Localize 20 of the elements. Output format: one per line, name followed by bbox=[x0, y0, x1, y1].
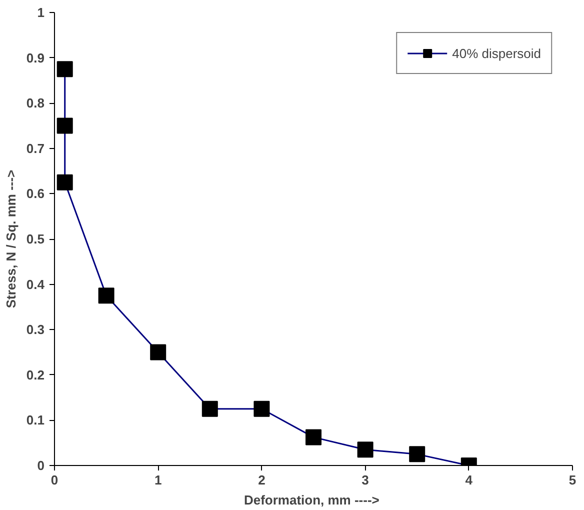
y-tick-label: 0.3 bbox=[26, 322, 45, 338]
y-tick-label: 0.6 bbox=[26, 186, 45, 202]
legend-label: 40% dispersoid bbox=[452, 46, 541, 60]
y-tick-label: 0.4 bbox=[26, 276, 46, 292]
x-axis-title: Deformation, mm ----> bbox=[244, 492, 380, 508]
y-tick-label: 1 bbox=[37, 5, 45, 20]
y-tick-label: 0.7 bbox=[26, 140, 45, 156]
y-tick-label: 0.5 bbox=[26, 232, 45, 246]
y-axis-title: Stress, N / Sq. mm ---> bbox=[3, 169, 18, 308]
x-tick-label: 0 bbox=[50, 472, 58, 488]
x-tick-label: 4 bbox=[465, 472, 474, 488]
y-tick-label: 0.1 bbox=[26, 412, 45, 428]
x-tick-label: 2 bbox=[258, 472, 266, 488]
y-tick-label: 0 bbox=[37, 458, 45, 473]
y-tick-label: 0.2 bbox=[26, 367, 45, 382]
y-tick-label: 0.8 bbox=[26, 96, 45, 111]
x-tick-label: 3 bbox=[362, 472, 369, 488]
x-tick-label: 5 bbox=[568, 472, 576, 488]
y-tick-label: 0.9 bbox=[26, 50, 45, 66]
x-tick-label: 1 bbox=[154, 472, 162, 488]
